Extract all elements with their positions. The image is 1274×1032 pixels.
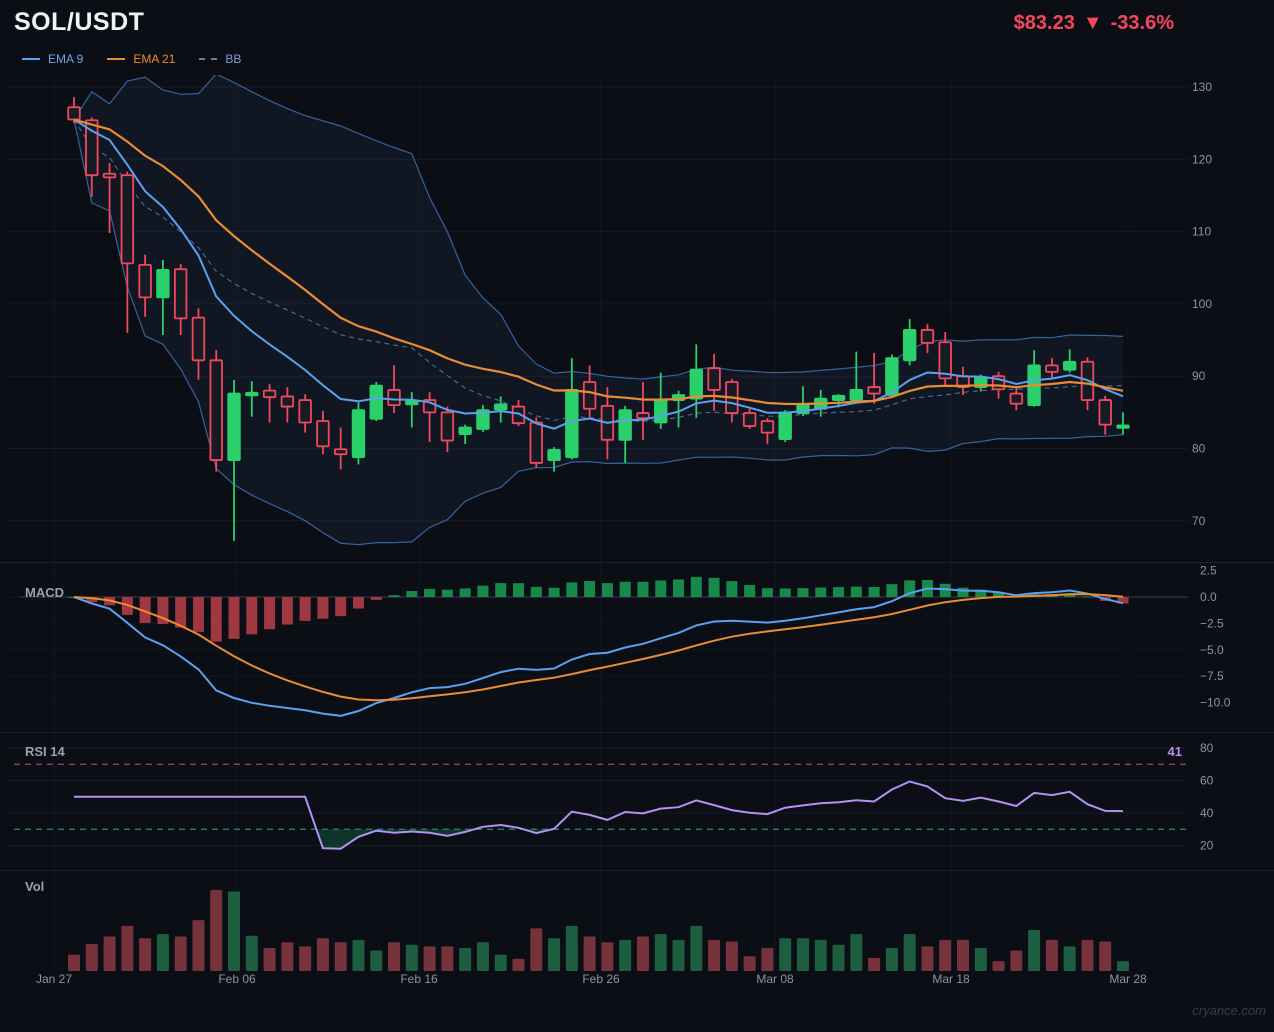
price-block: $83.23 ▼ -33.6% [1014,12,1174,35]
ema21-line [73,118,1124,406]
grid [8,76,1188,970]
rsi-current-value: 41 [1167,744,1182,759]
macd-axis-tick: −10.0 [1200,696,1231,710]
candle [547,447,561,472]
macd-axis-tick: 2.5 [1200,564,1217,578]
candle [298,394,312,433]
macd-line [73,587,1124,717]
candle [494,396,508,423]
volume-panel-label: Vol [25,879,45,894]
candle [280,387,295,423]
volume-bars [68,889,1130,971]
ema21-line-swatch-icon [107,58,126,60]
candle [173,264,188,335]
candle [778,410,792,442]
rsi-panel-label: RSI 14 [25,744,65,759]
macd-axis-tick: 0.0 [1200,590,1217,604]
candle [333,427,348,470]
rsi-line [74,780,1124,850]
price-axis-tick: 100 [1192,297,1212,311]
candle [511,400,526,427]
candle [849,351,864,403]
macd-axis-tick: −5.0 [1200,643,1224,657]
legend-label-bb: BB [225,52,242,66]
candle [120,171,135,333]
candle [760,418,775,445]
candle [351,402,366,465]
x-axis-labels: Jan 27 Feb 06 Feb 16 Feb 26 Mar 08 Mar 18 Mar … [0,972,1274,988]
x-axis-tick: Feb 16 [400,972,438,986]
y-axis-labels: 130 120 110 100 90 80 70 2.5 0.0 −2.5 −5.0 −7.5 −10.… [1192,80,1231,853]
legend-item-ema21[interactable]: EMA 21 [107,52,175,66]
rsi-axis-tick: 60 [1200,774,1214,788]
watermark: cryance.com [1192,1003,1266,1018]
indicator-legend: EMA 9 EMA 21 BB [22,52,241,66]
rsi-axis-tick: 40 [1200,806,1214,820]
candle [902,319,917,366]
x-axis-tick: Jan 27 [35,972,73,986]
price-change-percent: -33.6% [1110,12,1174,34]
candle [529,417,543,469]
candle [262,384,277,423]
rsi-oversold-fill [316,829,475,849]
x-axis-tick: Feb 06 [218,972,256,986]
legend-label-ema9: EMA 9 [48,52,84,66]
bb-line-swatch-icon [199,58,218,60]
price-axis-tick: 130 [1192,80,1212,94]
candle [1116,412,1130,435]
candle [920,324,935,354]
candle [938,332,952,388]
rsi-axis-tick: 20 [1200,839,1214,853]
rsi-panel [14,763,1188,850]
candle [476,405,490,432]
candle [138,254,152,317]
candle [636,381,650,440]
candle [227,379,241,542]
legend-item-ema9[interactable]: EMA 9 [22,52,83,66]
x-axis-tick: Mar 28 [1109,972,1147,986]
candle [191,308,206,380]
price-axis-tick: 70 [1192,514,1206,528]
symbol-title: SOL/USDT [14,8,145,36]
price-axis-tick: 120 [1192,152,1212,166]
macd-axis-tick: −7.5 [1200,669,1224,683]
macd-signal-line [73,593,1124,702]
last-price: $83.23 [1013,12,1075,34]
legend-item-bb[interactable]: BB [199,52,241,66]
macd-axis-tick: −2.5 [1200,616,1224,630]
price-axis-tick: 90 [1192,369,1206,383]
candle [867,353,881,404]
candle [458,424,472,445]
candle [245,381,259,417]
x-axis-tick: Mar 08 [756,972,794,986]
rsi-axis-tick: 80 [1200,741,1214,755]
candle [885,354,899,398]
candle [742,408,757,429]
candle [440,406,455,453]
legend-label-ema21: EMA 21 [133,52,176,66]
candle [1045,358,1059,379]
ema9-line [73,118,1124,430]
candle [689,344,704,419]
candle [387,365,401,414]
candle [618,405,632,463]
x-axis-tick: Mar 18 [932,972,970,986]
candle [316,410,330,455]
candle [209,350,223,472]
candle [1098,395,1112,435]
macd-panel [20,576,1188,717]
candle [1062,349,1077,373]
candle [369,381,383,422]
ema9-line-swatch-icon [22,58,40,60]
candle [1009,387,1024,411]
price-down-arrow-icon: ▼ [1082,12,1103,34]
bollinger-band [73,75,1124,546]
candle [156,259,170,335]
macd-panel-label: MACD [25,585,64,600]
price-axis-tick: 80 [1192,442,1206,456]
price-axis-tick: 110 [1192,225,1211,239]
x-axis-tick: Feb 26 [582,972,620,986]
candle [102,162,117,234]
